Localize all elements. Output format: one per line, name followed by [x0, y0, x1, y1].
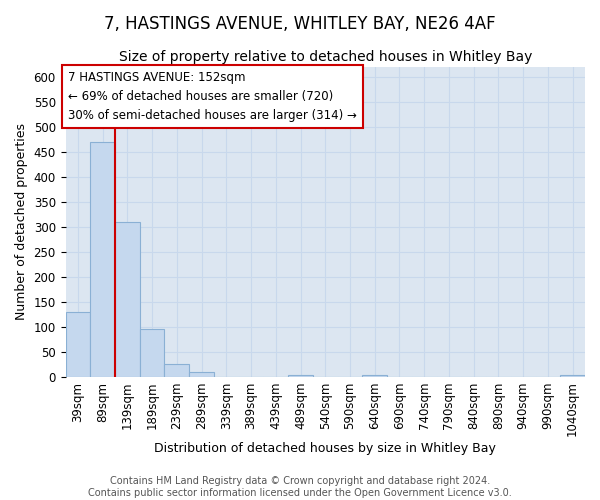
Text: 7, HASTINGS AVENUE, WHITLEY BAY, NE26 4AF: 7, HASTINGS AVENUE, WHITLEY BAY, NE26 4A… [104, 15, 496, 33]
Y-axis label: Number of detached properties: Number of detached properties [15, 123, 28, 320]
X-axis label: Distribution of detached houses by size in Whitley Bay: Distribution of detached houses by size … [154, 442, 496, 455]
Text: Contains HM Land Registry data © Crown copyright and database right 2024.
Contai: Contains HM Land Registry data © Crown c… [88, 476, 512, 498]
Bar [362, 374, 387, 376]
Bar [90, 142, 115, 376]
Bar [65, 312, 90, 376]
Bar [164, 364, 189, 376]
Title: Size of property relative to detached houses in Whitley Bay: Size of property relative to detached ho… [119, 50, 532, 64]
Bar [140, 329, 164, 376]
Text: 7 HASTINGS AVENUE: 152sqm
← 69% of detached houses are smaller (720)
30% of semi: 7 HASTINGS AVENUE: 152sqm ← 69% of detac… [68, 71, 357, 122]
Bar [560, 374, 585, 376]
Bar [189, 372, 214, 376]
Bar [288, 374, 313, 376]
Bar [115, 222, 140, 376]
